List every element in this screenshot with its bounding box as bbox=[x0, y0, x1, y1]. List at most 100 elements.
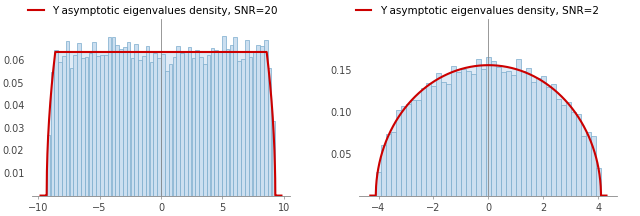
Bar bbox=[154, 53, 157, 195]
Bar bbox=[150, 62, 153, 195]
Bar bbox=[481, 69, 486, 195]
Bar bbox=[446, 84, 451, 195]
Bar bbox=[496, 67, 500, 195]
Bar bbox=[237, 61, 241, 195]
Bar bbox=[165, 71, 168, 195]
Bar bbox=[234, 37, 237, 195]
Bar bbox=[230, 45, 233, 195]
Bar bbox=[391, 132, 396, 195]
Bar bbox=[516, 59, 521, 195]
Bar bbox=[581, 136, 586, 195]
Bar bbox=[245, 40, 248, 195]
Bar bbox=[207, 55, 211, 195]
Bar bbox=[214, 50, 218, 195]
Bar bbox=[441, 82, 445, 195]
Bar bbox=[268, 68, 271, 195]
Bar bbox=[486, 57, 491, 195]
Bar bbox=[476, 59, 481, 195]
Bar bbox=[451, 66, 456, 195]
Bar bbox=[253, 52, 256, 195]
Bar bbox=[511, 75, 516, 195]
Bar bbox=[195, 50, 199, 195]
Bar bbox=[531, 83, 536, 195]
Bar bbox=[134, 44, 138, 195]
Bar bbox=[546, 87, 551, 195]
Bar bbox=[271, 121, 275, 195]
Bar bbox=[264, 40, 268, 195]
Bar bbox=[426, 83, 431, 195]
Bar bbox=[436, 73, 441, 195]
Bar bbox=[184, 52, 188, 195]
Bar bbox=[406, 104, 411, 195]
Bar bbox=[566, 102, 571, 195]
Bar bbox=[104, 55, 108, 195]
Bar bbox=[461, 69, 466, 195]
Bar bbox=[571, 112, 576, 195]
Bar bbox=[249, 57, 252, 195]
Bar bbox=[222, 36, 226, 195]
Bar bbox=[211, 48, 214, 195]
Bar bbox=[561, 105, 566, 195]
Bar bbox=[146, 46, 150, 195]
Bar bbox=[226, 49, 230, 195]
Bar bbox=[456, 72, 461, 195]
Bar bbox=[89, 53, 92, 195]
Bar bbox=[526, 68, 531, 195]
Bar bbox=[199, 57, 203, 195]
Bar bbox=[381, 145, 386, 195]
Bar bbox=[241, 59, 244, 195]
Bar bbox=[123, 47, 127, 195]
Bar bbox=[591, 136, 596, 195]
Bar bbox=[576, 114, 581, 195]
Bar bbox=[466, 71, 471, 195]
Bar bbox=[131, 58, 134, 195]
Bar bbox=[54, 50, 58, 195]
Bar bbox=[58, 62, 62, 195]
Bar bbox=[260, 46, 264, 195]
Bar bbox=[501, 72, 506, 195]
Bar bbox=[471, 75, 476, 195]
Legend: Y asymptotic eigenvalues density, SNR=2: Y asymptotic eigenvalues density, SNR=2 bbox=[351, 2, 603, 20]
Bar bbox=[218, 52, 222, 195]
Bar bbox=[115, 45, 119, 195]
Bar bbox=[401, 106, 406, 195]
Bar bbox=[157, 58, 161, 195]
Bar bbox=[161, 54, 164, 195]
Bar bbox=[176, 46, 180, 195]
Bar bbox=[173, 57, 176, 195]
Bar bbox=[47, 135, 51, 195]
Bar bbox=[416, 100, 420, 195]
Bar bbox=[81, 58, 84, 195]
Bar bbox=[541, 76, 546, 195]
Bar bbox=[108, 37, 111, 195]
Bar bbox=[96, 56, 100, 195]
Bar bbox=[421, 88, 426, 195]
Bar bbox=[111, 37, 115, 195]
Bar bbox=[180, 53, 184, 195]
Bar bbox=[396, 110, 401, 195]
Bar bbox=[119, 49, 123, 195]
Bar bbox=[66, 41, 69, 195]
Bar bbox=[521, 71, 526, 195]
Bar bbox=[386, 134, 390, 195]
Bar bbox=[203, 64, 207, 195]
Bar bbox=[536, 78, 541, 195]
Bar bbox=[556, 99, 561, 195]
Bar bbox=[85, 57, 88, 195]
Bar bbox=[70, 68, 73, 195]
Bar bbox=[491, 61, 496, 195]
Bar bbox=[586, 132, 591, 195]
Bar bbox=[138, 60, 142, 195]
Bar bbox=[411, 100, 416, 195]
Bar bbox=[93, 42, 96, 195]
Bar bbox=[51, 72, 54, 195]
Bar bbox=[127, 42, 131, 195]
Bar bbox=[62, 56, 66, 195]
Bar bbox=[142, 56, 146, 195]
Bar bbox=[100, 55, 104, 195]
Legend: Y asymptotic eigenvalues density, SNR=20: Y asymptotic eigenvalues density, SNR=20 bbox=[24, 2, 282, 20]
Bar bbox=[257, 45, 260, 195]
Bar bbox=[77, 43, 81, 195]
Bar bbox=[551, 84, 556, 195]
Bar bbox=[188, 47, 191, 195]
